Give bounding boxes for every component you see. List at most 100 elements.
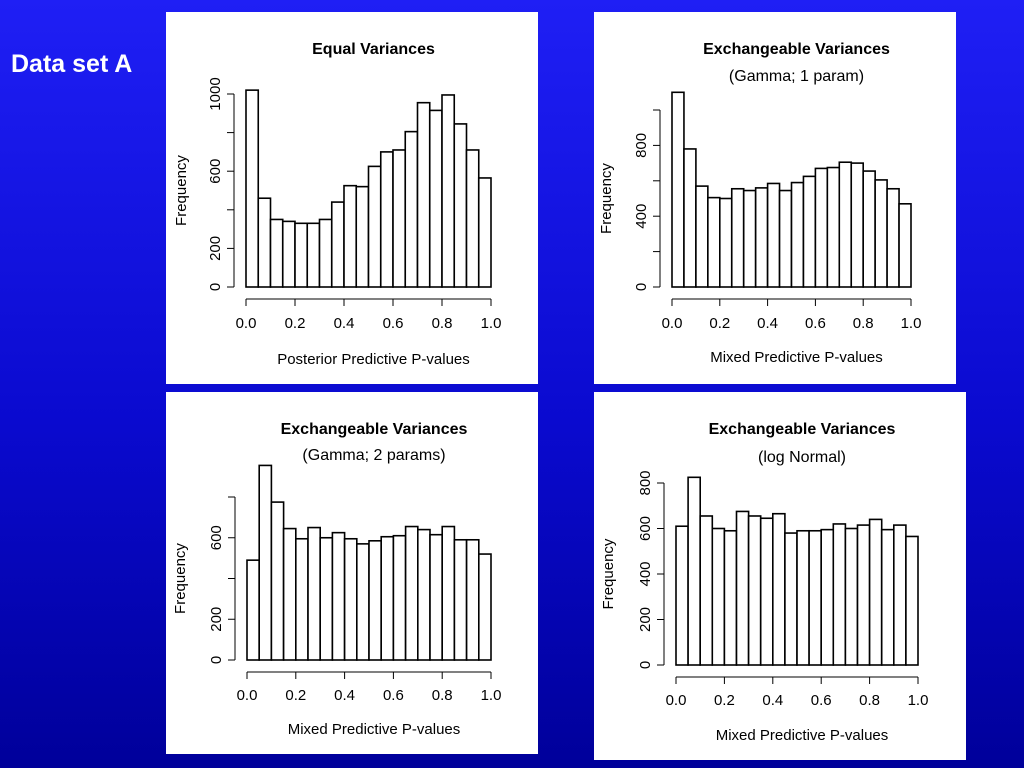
x-tick-label: 0.0 [662, 315, 683, 332]
chart-title: Equal Variances [312, 41, 435, 58]
x-tick-label: 0.6 [383, 315, 404, 332]
histogram-bar [683, 148, 697, 288]
histogram-bar [838, 161, 853, 288]
x-tick-label: 0.2 [285, 315, 306, 332]
chart-title: Exchangeable Variances [281, 421, 468, 438]
y-axis-label: Frequency [600, 538, 617, 609]
x-axis: 0.0 0.2 0.4 0.6 0.8 1.0 [236, 298, 502, 332]
x-axis-label: Posterior Predictive P-values [277, 351, 470, 368]
histogram-bar [814, 167, 829, 288]
histogram-bar [759, 517, 774, 666]
histogram-bar [282, 527, 297, 661]
histogram-bar [844, 527, 859, 666]
histogram-bar [735, 510, 750, 666]
histogram-bar [281, 220, 296, 288]
histogram-bar [307, 526, 321, 661]
histogram-bar [368, 540, 382, 661]
histogram-bar [886, 187, 900, 288]
histogram-bar [453, 123, 468, 288]
histogram-bar [868, 518, 883, 666]
histogram-bar [874, 179, 888, 288]
x-tick-label: 0.2 [285, 687, 306, 704]
histogram-bar [796, 529, 810, 666]
histogram-bar [294, 222, 309, 288]
histogram-bar [790, 181, 805, 288]
x-tick-label: 0.2 [714, 692, 735, 709]
y-tick-label: 800 [633, 133, 650, 158]
histogram-bar [719, 197, 733, 288]
histogram-bar [820, 528, 835, 666]
histogram-bar [318, 218, 333, 288]
x-tick-label: 1.0 [481, 315, 502, 332]
histogram-chart-1: Equal Variances 0.0 0.2 0.4 0.6 0.8 1.0 Posteri… [173, 41, 502, 368]
y-tick-label: 200 [637, 607, 654, 632]
x-tick-label: 0.8 [853, 315, 874, 332]
histogram-bar [270, 501, 285, 661]
x-tick-label: 1.0 [901, 315, 922, 332]
histogram-bars [671, 91, 912, 288]
x-tick-label: 0.8 [859, 692, 880, 709]
histogram-chart-3: Exchangeable Variances (Gamma; 2 params) 0… [172, 421, 502, 738]
histogram-bar [380, 535, 395, 661]
histogram-chart-4: Exchangeable Variances (log Normal) 0.0 0.2… [600, 421, 929, 744]
histogram-bar [687, 476, 701, 666]
y-tick-label: 1000 [207, 77, 224, 110]
histogram-chart-2: Exchangeable Variances (Gamma; 1 param) 0.… [598, 41, 922, 366]
histogram-panel-equal-variances: Equal Variances 0.0 0.2 0.4 0.6 0.8 1.0 Posteri… [166, 12, 538, 384]
histogram-bar [429, 533, 443, 661]
histogram-bar [747, 515, 762, 666]
histogram-bar [258, 464, 273, 661]
chart-subtitle: (Gamma; 2 params) [302, 447, 445, 464]
histogram-bar [269, 218, 284, 288]
histogram-bar [428, 109, 443, 288]
histogram-panel-gamma-2-params: Exchangeable Variances (Gamma; 2 params) 0… [166, 392, 538, 754]
x-tick-label: 0.4 [334, 687, 355, 704]
histogram-bar [404, 130, 419, 288]
y-tick-label: 0 [208, 656, 225, 664]
x-axis: 0.0 0.2 0.4 0.6 0.8 1.0 [662, 298, 922, 332]
histogram-bar [707, 196, 721, 288]
histogram-bar [343, 537, 358, 661]
histogram-bar [730, 187, 745, 288]
histogram-bar [905, 535, 919, 666]
y-axis: 0 400 800 [633, 109, 661, 291]
y-axis: 0 200 600 1000 [207, 77, 235, 291]
histogram-bar [319, 536, 334, 661]
x-tick-label: 0.2 [709, 315, 730, 332]
histogram-bar [477, 177, 492, 288]
histogram-bar [850, 162, 864, 288]
histogram-bar [392, 534, 407, 661]
x-tick-label: 0.8 [432, 687, 453, 704]
histogram-bar [245, 89, 260, 288]
x-tick-label: 0.6 [811, 692, 832, 709]
histogram-bar [695, 185, 709, 288]
histogram-panel-log-normal: Exchangeable Variances (log Normal) 0.0 0.2… [594, 392, 966, 760]
histogram-bar [808, 529, 823, 666]
x-tick-label: 1.0 [908, 692, 929, 709]
histogram-bar [766, 182, 781, 288]
histogram-bar [826, 166, 841, 288]
histogram-bar [257, 197, 272, 288]
y-tick-label: 0 [637, 661, 654, 669]
histogram-bar [306, 222, 321, 288]
slide-title: Data set A [11, 50, 133, 78]
x-tick-label: 1.0 [481, 687, 502, 704]
histogram-panel-gamma-1-param: Exchangeable Variances (Gamma; 1 param) 0.… [594, 12, 956, 384]
x-tick-label: 0.6 [383, 687, 404, 704]
histogram-bar [355, 185, 370, 288]
histogram-bar [465, 149, 480, 288]
x-tick-label: 0.4 [757, 315, 778, 332]
histogram-bar [330, 201, 345, 288]
y-axis: 0 200 400 600 800 [637, 470, 665, 669]
histogram-bar [441, 94, 456, 288]
y-axis-label: Frequency [598, 163, 615, 234]
histogram-bar [856, 524, 871, 666]
x-tick-label: 0.0 [666, 692, 687, 709]
histogram-bar [784, 532, 798, 666]
y-tick-label: 200 [208, 607, 225, 632]
histogram-bar [477, 553, 492, 661]
x-axis: 0.0 0.2 0.4 0.6 0.8 1.0 [237, 671, 502, 704]
histogram-bar [723, 529, 738, 666]
histogram-bar [404, 525, 419, 661]
x-tick-label: 0.0 [237, 687, 258, 704]
